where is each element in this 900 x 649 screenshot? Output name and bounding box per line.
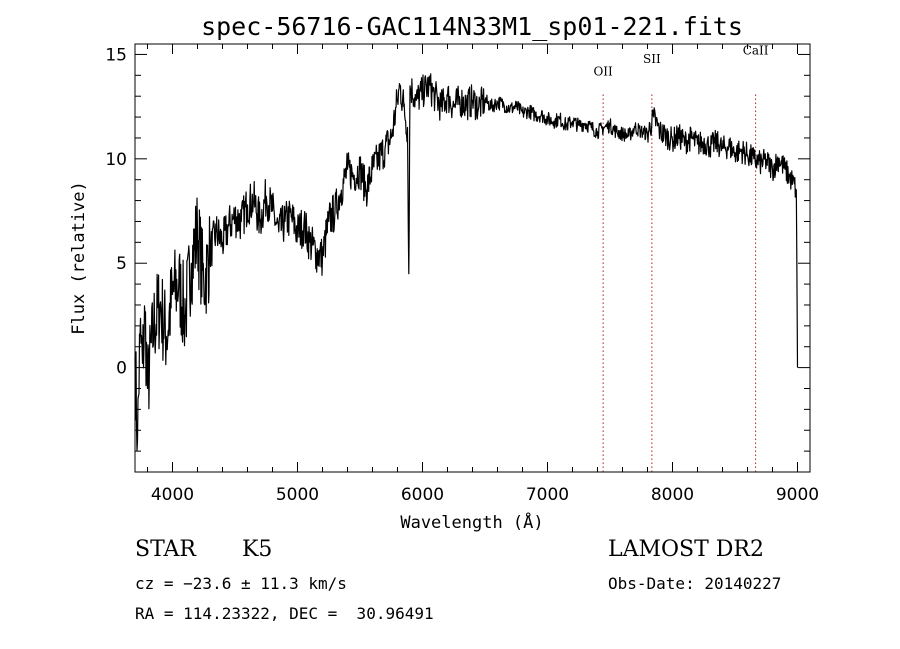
object-subclass: K5 <box>242 537 273 562</box>
object-class: STAR <box>135 537 196 562</box>
ra-dec-coordinates: RA = 114.23322, DEC = 30.96491 <box>135 604 434 623</box>
x-tick-label: 6000 <box>401 485 444 505</box>
y-tick-label: 15 <box>105 45 127 65</box>
y-axis: 0 5 10 15 <box>105 45 810 452</box>
x-tick-label: 7000 <box>526 485 569 505</box>
observation-date: Obs-Date: 20140227 <box>608 574 782 593</box>
x-tick-label: 9000 <box>776 485 819 505</box>
marker-label-sii: SII <box>643 52 661 66</box>
x-tick-label: 5000 <box>276 485 319 505</box>
marker-label-oii: OII <box>593 64 613 78</box>
chart-title: spec-56716-GAC114N33M1_sp01-221.fits <box>201 12 743 41</box>
marker-label-caii: CaII <box>743 43 769 57</box>
x-axis: 4000 5000 6000 7000 8000 9000 <box>147 44 819 505</box>
x-tick-label: 8000 <box>651 485 694 505</box>
y-axis-label: Flux (relative) <box>69 181 89 335</box>
spectrum-line <box>134 73 799 452</box>
y-tick-label: 5 <box>116 254 127 274</box>
redshift-velocity: cz = −23.6 ± 11.3 km/s <box>135 574 347 593</box>
y-tick-label: 0 <box>116 359 127 379</box>
x-axis-label: Wavelength (Å) <box>400 511 543 533</box>
line-markers: OII SII CaII <box>593 43 769 472</box>
y-tick-label: 10 <box>105 150 127 170</box>
x-tick-label: 4000 <box>151 485 194 505</box>
survey-name: LAMOST DR2 <box>608 537 764 562</box>
